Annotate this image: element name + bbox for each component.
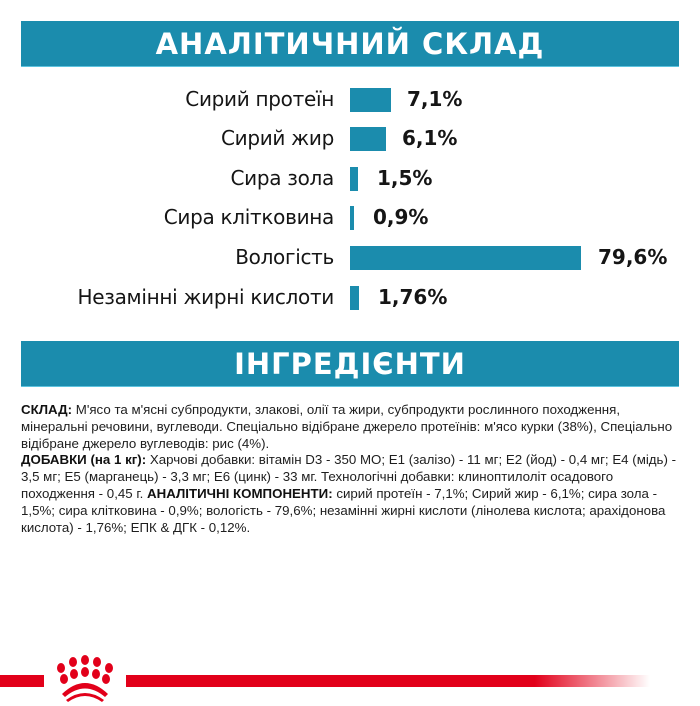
row-value: 0,9% xyxy=(373,205,429,229)
bar xyxy=(350,286,359,310)
royal-canin-crown-icon xyxy=(57,655,113,702)
chart-row-essential-fatty-acids: Незамінні жирні кислоти 1,76% xyxy=(0,282,700,312)
row-label: Сирий жир xyxy=(220,126,334,150)
analysis-title: АНАЛІТИЧНИЙ СКЛАД xyxy=(155,26,545,61)
chart-row-fibre: Сира клітковина 0,9% xyxy=(0,202,700,232)
additives-label: ДОБАВКИ (на 1 кг): xyxy=(21,452,147,468)
ingredients-title: ІНГРЕДІЄНТИ xyxy=(234,346,466,381)
chart-row-ash: Сира зола 1,5% xyxy=(0,163,700,193)
ingredients-banner: ІНГРЕДІЄНТИ xyxy=(21,341,679,386)
bar xyxy=(350,206,354,230)
composition-label: СКЛАД: xyxy=(21,402,73,417)
row-label: Незамінні жирні кислоти xyxy=(77,285,335,309)
chart-row-fat: Сирий жир 6,1% xyxy=(0,123,700,153)
row-label: Сира зола xyxy=(230,166,335,190)
chart-row-protein: Сирий протеїн 7,1% xyxy=(0,84,700,114)
row-value: 7,1% xyxy=(407,87,463,111)
row-label: Сирий протеїн xyxy=(185,87,334,111)
composition-text: М'ясо та м'ясні субпродукти, злакові, ол… xyxy=(21,402,673,451)
row-label: Сира клітковина xyxy=(163,205,335,229)
chart-row-moisture: Вологість 79,6% xyxy=(0,242,700,272)
brand-red-line-left xyxy=(0,675,44,687)
row-value: 79,6% xyxy=(598,245,668,269)
brand-red-line-right xyxy=(126,675,650,687)
bar xyxy=(350,127,386,151)
bar xyxy=(350,88,391,112)
row-value: 1,76% xyxy=(378,285,448,309)
additives-text: Харчові добавки: вітамін D3 - 350 МО; Е1… xyxy=(21,452,677,501)
analytical-components-label: АНАЛІТИЧНІ КОМПОНЕНТИ: xyxy=(147,485,333,501)
analytical-components-text: сирий протеїн - 7,1%; Сирий жир - 6,1%; … xyxy=(21,485,666,535)
row-value: 1,5% xyxy=(377,166,433,190)
bar xyxy=(350,246,581,270)
bar xyxy=(350,167,358,191)
ingredients-text: СКЛАД: М'ясо та м'ясні субпродукти, злак… xyxy=(21,402,686,536)
row-value: 6,1% xyxy=(402,126,458,150)
analysis-banner: АНАЛІТИЧНИЙ СКЛАД xyxy=(21,21,679,66)
row-label: Вологість xyxy=(235,245,334,269)
